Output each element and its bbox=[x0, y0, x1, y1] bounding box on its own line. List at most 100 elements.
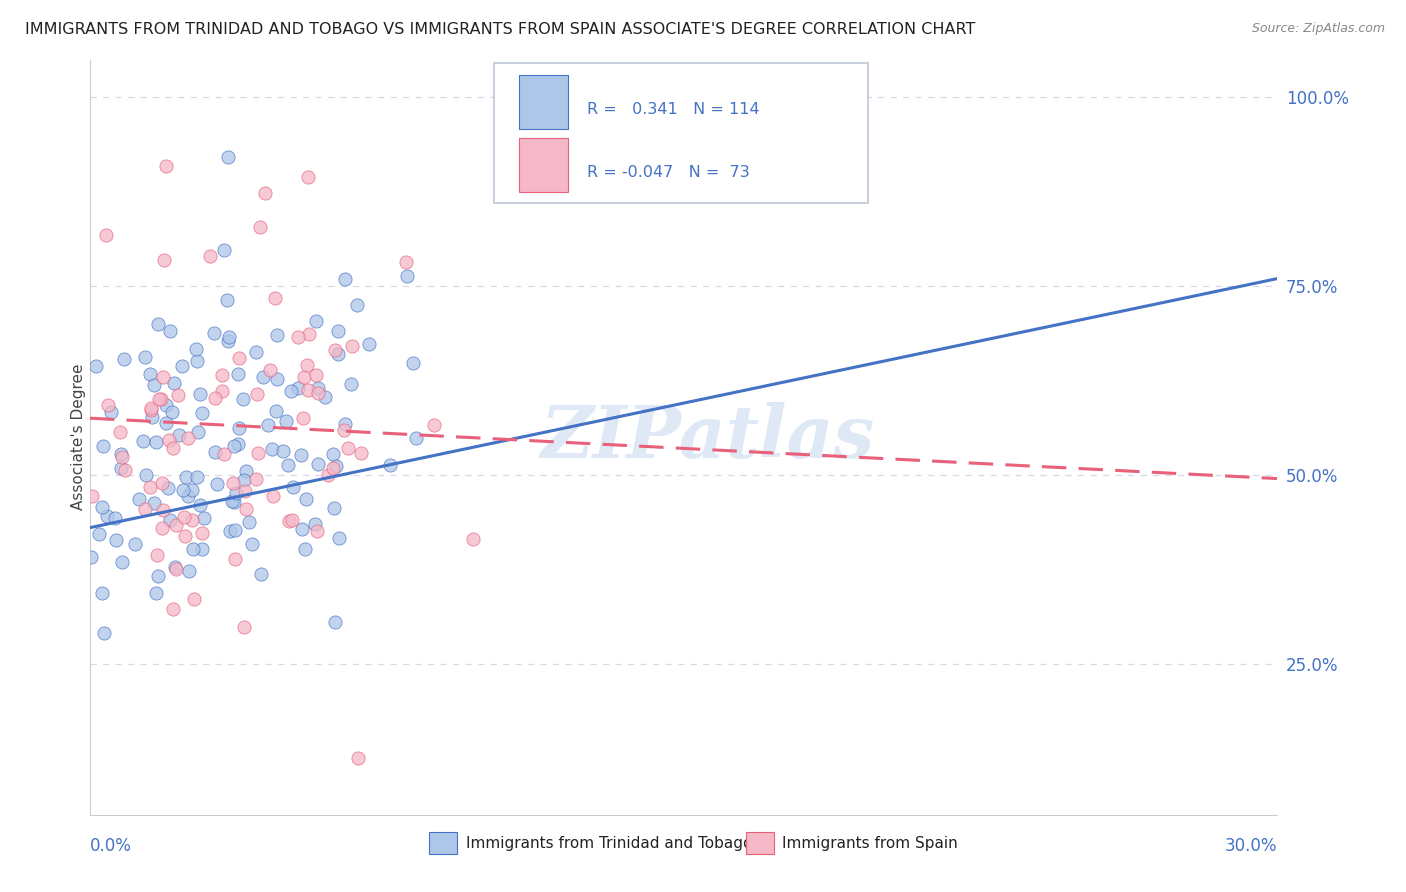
Text: IMMIGRANTS FROM TRINIDAD AND TOBAGO VS IMMIGRANTS FROM SPAIN ASSOCIATE'S DEGREE : IMMIGRANTS FROM TRINIDAD AND TOBAGO VS I… bbox=[25, 22, 976, 37]
Point bbox=[264, 291, 287, 305]
Point bbox=[172, 359, 194, 373]
Point bbox=[181, 541, 204, 556]
Point bbox=[350, 446, 373, 460]
Point bbox=[336, 442, 359, 456]
Point bbox=[233, 620, 256, 634]
Point bbox=[162, 442, 184, 456]
Point bbox=[202, 326, 225, 341]
Point bbox=[233, 484, 256, 499]
Point bbox=[215, 293, 238, 308]
Point bbox=[395, 268, 418, 283]
Point bbox=[249, 219, 271, 234]
Point bbox=[110, 447, 132, 461]
Point bbox=[322, 447, 344, 461]
Point bbox=[232, 392, 254, 407]
Point bbox=[266, 328, 288, 343]
Point bbox=[280, 384, 302, 399]
Point bbox=[245, 345, 267, 359]
Point bbox=[173, 528, 195, 542]
Point bbox=[111, 450, 134, 464]
Point bbox=[218, 330, 240, 344]
Point bbox=[191, 541, 214, 556]
Point bbox=[100, 405, 122, 419]
Point bbox=[297, 327, 319, 342]
Point bbox=[340, 377, 363, 392]
Point bbox=[97, 398, 120, 412]
Point bbox=[104, 510, 127, 524]
Point bbox=[186, 470, 208, 484]
Point bbox=[322, 461, 344, 475]
Point bbox=[165, 561, 187, 575]
Text: Immigrants from Spain: Immigrants from Spain bbox=[782, 836, 957, 851]
Point bbox=[190, 386, 212, 401]
Point bbox=[292, 411, 315, 425]
Point bbox=[305, 368, 328, 383]
Point bbox=[150, 392, 173, 407]
Point bbox=[132, 434, 155, 448]
Point bbox=[90, 500, 112, 515]
Point bbox=[395, 254, 418, 268]
Point bbox=[139, 367, 162, 381]
Point bbox=[146, 318, 169, 332]
Point bbox=[281, 480, 304, 494]
Point bbox=[150, 521, 173, 535]
Point bbox=[259, 363, 281, 377]
Point bbox=[152, 370, 174, 384]
Point bbox=[198, 249, 221, 263]
Point bbox=[290, 448, 312, 462]
Point bbox=[174, 470, 197, 484]
Point bbox=[235, 501, 257, 516]
Point bbox=[307, 457, 329, 471]
Text: Immigrants from Trinidad and Tobago: Immigrants from Trinidad and Tobago bbox=[465, 836, 752, 851]
Point bbox=[423, 418, 446, 433]
Point bbox=[250, 567, 273, 582]
Point bbox=[143, 496, 166, 510]
Point bbox=[240, 536, 263, 550]
Point bbox=[314, 390, 336, 404]
Point bbox=[340, 339, 363, 353]
Point bbox=[183, 592, 205, 607]
Point bbox=[224, 523, 246, 537]
Point bbox=[357, 337, 380, 351]
Point bbox=[146, 548, 169, 562]
Point bbox=[226, 437, 249, 451]
Point bbox=[281, 513, 304, 527]
Point bbox=[228, 351, 250, 365]
Point bbox=[134, 350, 156, 364]
Point bbox=[128, 491, 150, 506]
Point bbox=[139, 479, 162, 493]
Point bbox=[191, 406, 214, 420]
Point bbox=[91, 439, 114, 453]
Point bbox=[141, 409, 163, 424]
Point bbox=[294, 542, 316, 557]
Point bbox=[219, 524, 242, 538]
Point bbox=[405, 431, 427, 445]
Point bbox=[191, 526, 214, 541]
Point bbox=[84, 359, 107, 373]
Point bbox=[305, 314, 328, 328]
Text: 30.0%: 30.0% bbox=[1225, 837, 1278, 855]
Point bbox=[225, 486, 247, 500]
Point bbox=[297, 169, 319, 184]
Point bbox=[238, 515, 260, 529]
Point bbox=[211, 384, 233, 399]
Point bbox=[135, 467, 157, 482]
Point bbox=[246, 387, 269, 401]
Point bbox=[212, 243, 235, 257]
Y-axis label: Associate's Degree: Associate's Degree bbox=[72, 364, 86, 510]
Point bbox=[181, 483, 204, 497]
Text: 0.0%: 0.0% bbox=[90, 837, 132, 855]
Point bbox=[277, 458, 299, 473]
Point bbox=[114, 463, 136, 477]
Point bbox=[80, 490, 103, 504]
Point bbox=[187, 425, 209, 439]
Point bbox=[177, 489, 200, 503]
Point bbox=[146, 569, 169, 583]
Point bbox=[325, 459, 347, 474]
Point bbox=[139, 401, 162, 416]
Point bbox=[110, 461, 132, 475]
Point bbox=[221, 493, 243, 508]
Point bbox=[124, 537, 146, 551]
Point bbox=[291, 522, 314, 536]
Point bbox=[163, 376, 186, 390]
